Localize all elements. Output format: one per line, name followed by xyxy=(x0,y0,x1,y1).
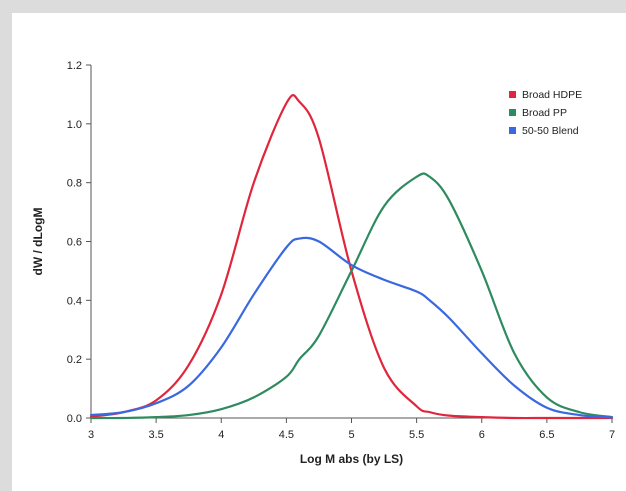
x-tick-label: 5 xyxy=(348,429,354,441)
x-tick-label: 3 xyxy=(88,429,94,441)
line-chart: 3 3.5 4 4.5 5 5.5 6 6.5 7 0.0 0.2 0.4 0.6 0.8 1.0 1.2 B… xyxy=(12,13,626,491)
legend-swatch-broad-pp xyxy=(509,109,516,116)
legend-label-broad-hdpe: Broad HDPE xyxy=(522,89,582,101)
x-tick-label: 6 xyxy=(479,429,485,441)
x-axis-title: Log M abs (by LS) xyxy=(300,452,403,466)
x-tick-label: 4 xyxy=(218,429,224,441)
series-layer xyxy=(91,95,612,418)
legend-swatch-broad-hdpe xyxy=(509,91,516,98)
chart-panel: 3 3.5 4 4.5 5 5.5 6 6.5 7 0.0 0.2 0.4 0.6 0.8 1.0 1.2 B… xyxy=(12,13,626,491)
y-axis-title: dW / dLogM xyxy=(31,208,45,276)
x-tick-label: 3.5 xyxy=(148,429,163,441)
y-tick-label: 0.6 xyxy=(67,237,82,249)
legend-label-broad-pp: Broad PP xyxy=(522,107,567,119)
legend-label-50-50-blend: 50-50 Blend xyxy=(522,125,579,137)
x-tick-label: 4.5 xyxy=(279,429,294,441)
y-tick-label: 0.8 xyxy=(67,178,82,190)
y-tick-label: 0.0 xyxy=(67,413,82,425)
x-tick-label: 6.5 xyxy=(539,429,554,441)
x-tick-label: 5.5 xyxy=(409,429,424,441)
y-tick-label: 0.2 xyxy=(67,354,82,366)
series-line-broad-pp xyxy=(91,173,612,418)
x-tick-label: 7 xyxy=(609,429,615,441)
series-line-broad-hdpe xyxy=(91,95,612,418)
legend-swatch-50-50-blend xyxy=(509,127,516,134)
legend: Broad HDPE Broad PP 50-50 Blend xyxy=(509,89,582,137)
y-tick-label: 1.2 xyxy=(67,60,82,72)
y-tick-label: 1.0 xyxy=(67,119,82,131)
y-tick-label: 0.4 xyxy=(67,295,82,307)
